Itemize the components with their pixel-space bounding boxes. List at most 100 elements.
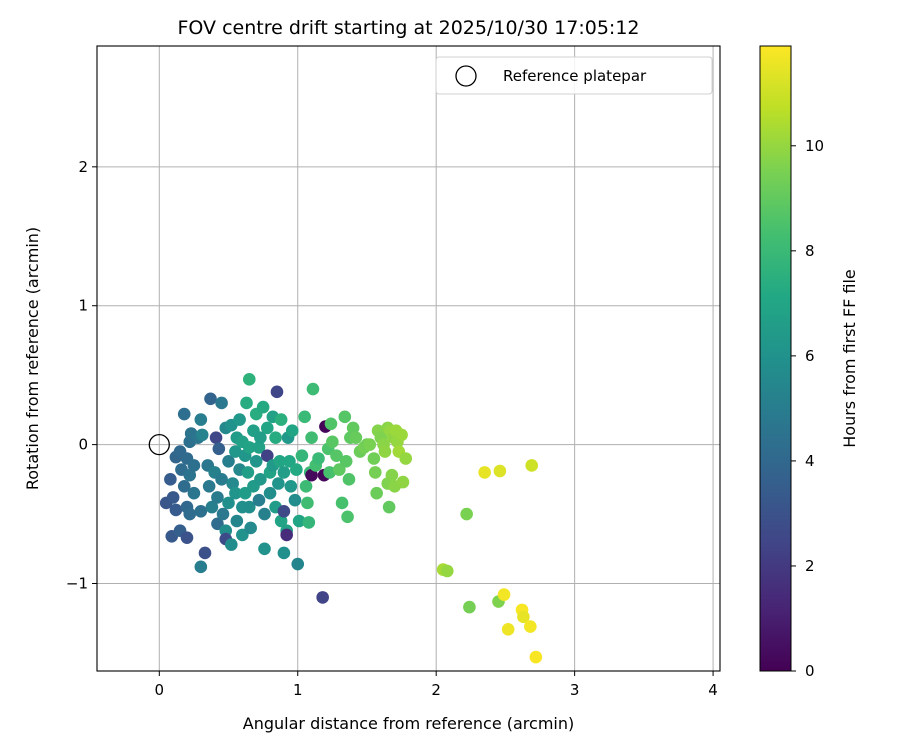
- data-point: [241, 466, 255, 479]
- data-point: [166, 491, 180, 504]
- data-point: [244, 521, 257, 535]
- data-point: [363, 438, 377, 451]
- data-point: [460, 507, 473, 521]
- data-point: [222, 454, 235, 468]
- data-point: [517, 610, 530, 624]
- data-point: [230, 514, 244, 528]
- data-point: [258, 542, 271, 556]
- data-point: [323, 466, 336, 479]
- y-tick-label: 1: [78, 297, 88, 315]
- data-point: [338, 410, 352, 424]
- data-point: [222, 496, 235, 510]
- data-point: [274, 514, 288, 528]
- data-point: [305, 431, 318, 444]
- y-axis-ticks: −1 0 1 2: [66, 158, 97, 593]
- data-point: [229, 486, 242, 500]
- data-point: [177, 407, 191, 421]
- data-point: [238, 486, 252, 500]
- colorbar-tick-label: 0: [805, 662, 815, 680]
- data-point: [395, 428, 408, 442]
- data-point: [164, 473, 177, 486]
- data-point: [258, 507, 271, 521]
- data-point: [274, 413, 288, 426]
- y-tick-label: −1: [66, 575, 88, 593]
- data-point: [478, 466, 491, 479]
- data-point: [270, 385, 284, 399]
- data-point: [385, 468, 399, 482]
- data-point: [269, 431, 282, 444]
- data-point: [306, 382, 320, 396]
- data-point: [283, 454, 296, 468]
- data-point: [277, 546, 291, 560]
- data-point: [233, 413, 246, 426]
- data-point: [463, 600, 476, 614]
- grid-lines: [97, 46, 720, 671]
- x-axis-ticks: 0 1 2 3 4: [155, 671, 718, 699]
- data-point: [302, 516, 316, 529]
- data-point: [183, 507, 197, 521]
- legend-label: Reference platepar: [503, 67, 647, 85]
- data-point: [194, 413, 208, 426]
- data-point: [305, 468, 318, 482]
- data-point: [396, 475, 410, 489]
- chart-title: FOV centre drift starting at 2025/10/30 …: [177, 17, 639, 39]
- data-point: [212, 442, 226, 456]
- data-point: [194, 560, 208, 574]
- data-point: [277, 466, 291, 479]
- data-point: [242, 373, 256, 386]
- data-point: [242, 441, 256, 454]
- data-point: [525, 459, 539, 472]
- x-axis-label: Angular distance from reference (arcmin): [243, 714, 574, 733]
- data-point: [382, 500, 396, 514]
- y-axis-label: Rotation from reference (arcmin): [23, 227, 42, 490]
- data-point: [211, 491, 224, 504]
- y-tick-label: 2: [78, 158, 88, 176]
- data-point: [263, 486, 277, 500]
- data-point: [260, 421, 274, 435]
- data-point: [316, 591, 329, 604]
- colorbar-tick-label: 10: [805, 137, 824, 155]
- data-point: [183, 468, 197, 482]
- data-point: [529, 650, 543, 664]
- data-point: [299, 479, 313, 493]
- data-point: [260, 449, 274, 463]
- data-point: [330, 449, 343, 463]
- data-point: [493, 464, 507, 478]
- data-point: [285, 424, 299, 438]
- data-point: [256, 400, 270, 414]
- data-point: [524, 620, 537, 633]
- colorbar: [759, 45, 792, 672]
- data-point: [195, 428, 209, 442]
- colorbar-tick-label: 8: [805, 242, 815, 260]
- data-point: [295, 449, 309, 463]
- colorbar-tick-label: 6: [805, 347, 815, 365]
- data-point: [342, 473, 356, 486]
- data-point: [277, 504, 291, 518]
- legend: Reference platepar: [435, 56, 713, 95]
- legend-marker-open-circle: [455, 65, 477, 87]
- x-tick-label: 0: [155, 681, 165, 699]
- data-point: [216, 507, 230, 521]
- data-point: [290, 463, 303, 476]
- data-point: [215, 473, 228, 486]
- data-point: [497, 588, 511, 601]
- data-point: [339, 454, 353, 468]
- data-point: [177, 479, 191, 493]
- data-point: [301, 496, 314, 510]
- scatter-points: [148, 373, 543, 664]
- data-point: [349, 431, 363, 444]
- colorbar-label: Hours from first FF file: [840, 269, 859, 448]
- x-tick-label: 4: [708, 681, 718, 699]
- colorbar-tick-label: 4: [805, 452, 815, 470]
- data-point: [291, 557, 305, 571]
- data-point: [298, 410, 311, 424]
- data-point: [341, 510, 354, 524]
- data-point: [368, 466, 382, 479]
- y-tick-label: 0: [78, 436, 88, 454]
- data-point: [252, 493, 266, 507]
- data-point: [204, 392, 217, 406]
- legend-box: [435, 56, 713, 95]
- data-point: [332, 463, 346, 476]
- data-point: [273, 454, 287, 468]
